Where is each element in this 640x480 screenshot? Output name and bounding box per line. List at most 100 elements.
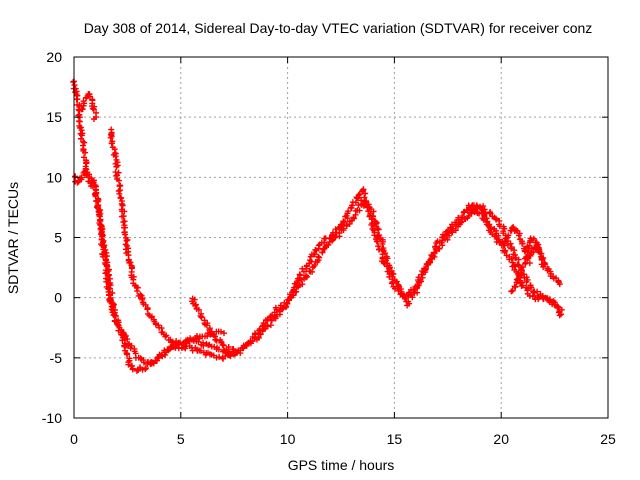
data-point [530,235,537,242]
data-point [556,312,563,319]
data-point [530,249,537,256]
data-point [240,342,247,349]
data-point [267,322,274,329]
data-point [395,287,402,294]
data-point [279,305,286,312]
series-trace-b [72,166,565,367]
series-trace-c [76,91,100,122]
data-point [142,365,149,372]
data-point [220,342,227,349]
data-point [192,301,199,308]
data-point [204,333,211,340]
data-point [315,253,322,260]
x-tick-label: 25 [600,431,616,447]
data-point [422,265,429,272]
data-point [77,135,84,142]
data-point [225,348,232,355]
data-point [337,221,344,228]
data-point [523,278,530,285]
data-point [109,144,116,151]
data-point [341,218,348,225]
data-point [356,207,363,214]
data-point [294,275,301,282]
x-tick-label: 20 [493,431,509,447]
data-point [112,313,119,320]
x-tick-label: 10 [280,431,296,447]
data-point [515,232,522,239]
data-point [519,282,526,289]
data-point [125,341,132,348]
series-trace-e [189,295,239,356]
data-point [458,218,465,225]
axis-ticks: 0 5 10 15 20 25 -10 -5 0 5 10 15 20 [42,49,616,447]
data-point [112,153,119,160]
data-point [108,140,115,147]
data-point [80,98,87,105]
data-point [70,79,77,86]
data-point [416,279,423,286]
data-point [79,106,86,113]
data-point [555,304,562,311]
data-point [522,248,529,255]
data-point [329,232,336,239]
series-trace-d [107,126,227,351]
data-point [349,202,356,209]
y-tick-label: 20 [46,49,62,65]
data-point [405,298,412,305]
data-point [163,332,170,339]
data-point [362,190,369,197]
y-tick-label: -5 [50,350,63,366]
data-point [493,216,500,223]
data-point [113,163,120,170]
data-point [352,199,359,206]
data-point [325,241,332,248]
data-point [366,204,373,211]
data-point [522,259,529,266]
data-point [78,132,85,139]
data-point [134,288,141,295]
data-point [94,204,101,211]
data-point [284,300,291,307]
data-point [389,279,396,286]
data-point [316,254,323,261]
data-point [508,255,515,262]
data-point [122,332,129,339]
data-point [515,256,522,263]
data-point [103,263,110,270]
x-axis-label: GPS time / hours [288,457,395,473]
data-point [508,288,515,295]
data-point [220,330,227,337]
data-point [468,210,475,217]
data-point [99,232,106,239]
data-point [302,272,309,279]
data-point [117,194,124,201]
data-point [355,192,362,199]
data-point [119,208,126,215]
data-point [465,204,472,211]
data-point [71,82,78,89]
data-point [288,294,295,301]
y-tick-label: 15 [46,109,62,125]
data-point [419,268,426,275]
y-tick-label: 0 [54,290,62,306]
data-point [315,242,322,249]
data-point [119,202,126,209]
data-point [519,240,526,247]
data-point [73,96,80,103]
data-point [82,149,89,156]
data-point [360,202,367,209]
x-tick-label: 0 [70,431,78,447]
data-point [535,247,542,254]
data-point [264,323,271,330]
data-point [89,105,96,112]
data-point [375,226,382,233]
data-point [191,296,198,303]
data-point [124,351,131,358]
data-point [311,262,318,269]
data-point [435,245,442,252]
data-point [108,306,115,313]
y-tick-label: -10 [42,410,62,426]
data-point [519,264,526,271]
data-point [556,281,563,288]
data-point [365,201,372,208]
